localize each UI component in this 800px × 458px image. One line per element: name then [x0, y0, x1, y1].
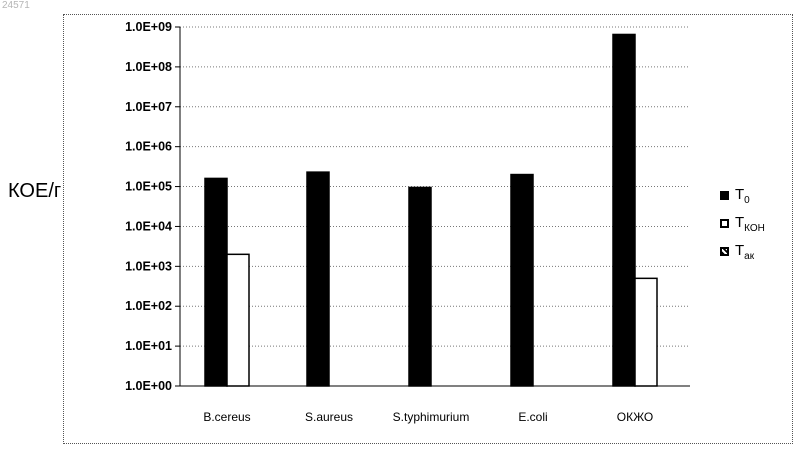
- legend-label-t0: T0: [735, 186, 750, 203]
- y-tick-label: 1.0E+08: [125, 60, 172, 74]
- bar: [511, 175, 533, 386]
- legend-item-t0: T0: [715, 186, 785, 214]
- y-tick-label: 1.0E+02: [125, 299, 172, 313]
- x-category-label: S.aureus: [305, 410, 353, 424]
- bar: [635, 278, 657, 386]
- legend-swatch-hollow: [720, 219, 729, 228]
- bar: [205, 178, 227, 386]
- legend-label-tkon: TКОН: [735, 214, 765, 231]
- x-category-label: S.typhimurium: [393, 410, 470, 424]
- bar: [307, 172, 329, 386]
- legend-swatch-hatched: [720, 247, 729, 256]
- bar: [613, 34, 635, 386]
- y-tick-label: 1.0E+05: [125, 180, 172, 194]
- bar: [227, 254, 249, 386]
- y-tick-label: 1.0E+01: [125, 339, 172, 353]
- y-tick-label: 1.0E+04: [125, 219, 172, 233]
- bar: [409, 187, 431, 386]
- y-tick-label: 1.0E+06: [125, 140, 172, 154]
- x-category-label: E.coli: [518, 410, 547, 424]
- y-tick-label: 1.0E+09: [125, 20, 172, 34]
- legend-item-tkon: TКОН: [715, 214, 785, 242]
- legend-swatch-solid: [720, 191, 729, 200]
- x-category-label: B.cereus: [203, 410, 250, 424]
- x-category-label: ОКЖО: [617, 410, 653, 424]
- legend-item-tak: Tак: [715, 242, 785, 270]
- y-tick-label: 1.0E+07: [125, 100, 172, 114]
- legend: T0 TКОН Tак: [715, 186, 785, 270]
- y-tick-label: 1.0E+00: [125, 379, 172, 393]
- y-tick-label: 1.0E+03: [125, 259, 172, 273]
- legend-label-tak: Tак: [735, 242, 754, 259]
